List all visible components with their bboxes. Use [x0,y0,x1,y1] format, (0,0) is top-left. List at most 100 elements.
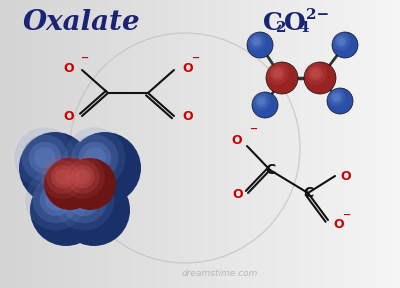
Bar [236,0,238,288]
Bar [243,0,245,288]
Bar [248,0,250,288]
Bar [357,0,360,288]
Bar [167,0,169,288]
Bar [288,0,290,288]
Circle shape [73,189,95,211]
Bar [340,0,342,288]
Circle shape [75,169,90,185]
Bar [209,0,212,288]
Text: 2−: 2− [306,8,329,22]
Bar [392,0,394,288]
Circle shape [266,62,298,94]
Bar [397,0,400,288]
Bar [149,0,152,288]
Bar [81,0,84,288]
Circle shape [336,35,347,47]
Bar [44,0,46,288]
Bar [347,0,349,288]
Bar [281,0,284,288]
Bar [277,0,280,288]
Bar [311,0,313,288]
Circle shape [247,32,273,58]
Bar [201,0,204,288]
Bar [120,0,122,288]
Bar [103,0,105,288]
Bar [89,0,92,288]
Bar [21,0,24,288]
Bar [371,0,373,288]
Bar [268,0,270,288]
Bar [73,0,76,288]
Bar [332,0,334,288]
Bar [124,0,126,288]
Bar [380,0,382,288]
Text: −: − [192,53,200,63]
Bar [295,0,297,288]
Bar [263,0,265,288]
Bar [231,0,233,288]
Bar [255,0,257,288]
Bar [313,0,316,288]
Circle shape [14,127,76,189]
Bar [12,0,14,288]
Bar [212,0,214,288]
Bar [144,0,146,288]
Bar [229,0,232,288]
Bar [105,0,108,288]
Bar [60,0,62,288]
Bar [65,0,68,288]
Bar [43,0,45,288]
Bar [303,0,305,288]
Text: O: O [182,111,193,124]
Bar [143,0,145,288]
Bar [51,0,53,288]
Circle shape [71,165,94,188]
Bar [187,0,189,288]
Bar [343,0,345,288]
Circle shape [327,88,353,114]
Bar [291,0,293,288]
Bar [147,0,149,288]
Bar [320,0,322,288]
Bar [69,0,72,288]
Circle shape [308,66,323,81]
Bar [153,0,156,288]
Bar [116,0,118,288]
Bar [211,0,213,288]
Bar [159,0,161,288]
Bar [8,0,10,288]
Bar [272,0,274,288]
Bar [112,0,114,288]
Bar [327,0,329,288]
Bar [273,0,276,288]
Bar [76,0,78,288]
Circle shape [304,62,327,85]
Bar [383,0,385,288]
Bar [123,0,125,288]
Bar [83,0,85,288]
Bar [79,0,81,288]
Circle shape [258,98,265,105]
Bar [385,0,388,288]
Text: −: − [343,210,351,220]
Bar [388,0,390,288]
Bar [249,0,252,288]
Circle shape [29,142,61,174]
Bar [399,0,400,288]
Bar [189,0,192,288]
Bar [307,0,309,288]
Bar [77,0,80,288]
Circle shape [60,177,107,223]
Bar [339,0,341,288]
Text: O: O [182,62,193,75]
Circle shape [64,127,126,189]
Bar [351,0,353,288]
Circle shape [34,147,56,169]
Bar [47,0,49,288]
Bar [244,0,246,288]
Bar [141,0,144,288]
Bar [208,0,210,288]
Bar [251,0,253,288]
Bar [117,0,120,288]
Bar [156,0,158,288]
